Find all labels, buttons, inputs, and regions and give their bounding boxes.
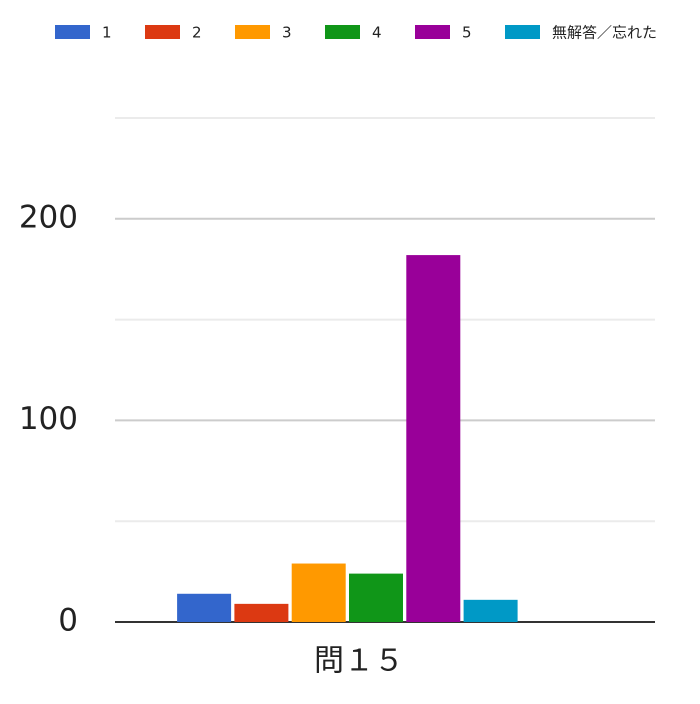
bar: [291, 563, 346, 622]
legend-swatch: [145, 25, 180, 39]
legend-swatch: [235, 25, 270, 39]
legend-swatch: [505, 25, 540, 39]
bar: [349, 573, 403, 622]
legend-label: 1: [102, 24, 112, 42]
bar: [463, 599, 518, 622]
bar: [406, 255, 461, 622]
bar: [177, 593, 232, 622]
y-tick-label: 100: [19, 401, 78, 437]
legend-swatch: [55, 25, 90, 39]
legend-swatch: [325, 25, 360, 39]
legend-label: 無解答／忘れた: [552, 24, 657, 42]
y-tick-label: 200: [19, 199, 78, 235]
legend-swatch: [415, 25, 450, 39]
legend-label: 3: [282, 24, 292, 42]
legend-label: 4: [372, 24, 382, 42]
y-tick-label: 0: [58, 603, 78, 639]
bar: [234, 603, 289, 622]
legend-label: 5: [462, 24, 472, 42]
legend-label: 2: [192, 24, 202, 42]
x-tick-label: 問１５: [314, 644, 404, 679]
